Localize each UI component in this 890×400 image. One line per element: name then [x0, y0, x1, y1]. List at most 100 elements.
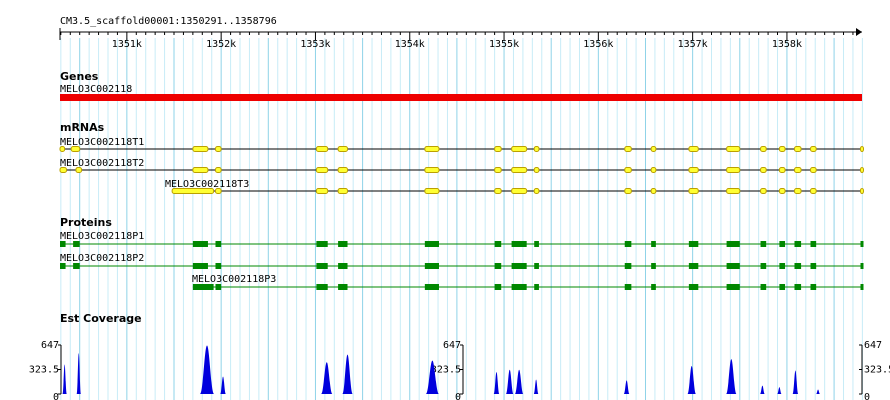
- mrna-exon[interactable]: [624, 146, 632, 152]
- protein-cds-block[interactable]: [760, 241, 767, 247]
- mrna-exon[interactable]: [778, 146, 786, 152]
- protein-cds-block[interactable]: [316, 241, 328, 247]
- protein-cds-block[interactable]: [73, 241, 80, 247]
- protein-cds-block[interactable]: [624, 263, 632, 269]
- mrna-exon[interactable]: [75, 167, 83, 173]
- protein-cds-block[interactable]: [624, 241, 632, 247]
- protein-cds-block[interactable]: [424, 263, 439, 269]
- mrna-exon[interactable]: [533, 146, 540, 152]
- mrna-exon[interactable]: [726, 167, 741, 173]
- mrna-exon[interactable]: [793, 146, 802, 152]
- mrna-exon[interactable]: [624, 167, 632, 173]
- protein-cds-block[interactable]: [651, 241, 656, 247]
- mrna-exon[interactable]: [59, 146, 66, 152]
- protein-cds-block[interactable]: [215, 263, 222, 269]
- protein-cds-block[interactable]: [511, 263, 527, 269]
- mrna-exon[interactable]: [688, 188, 699, 194]
- protein-cds-block[interactable]: [60, 241, 66, 247]
- mrna-exon[interactable]: [760, 146, 767, 152]
- protein-cds-block[interactable]: [624, 284, 632, 290]
- protein-cds-block[interactable]: [316, 263, 328, 269]
- mrna-exon[interactable]: [494, 167, 502, 173]
- protein-cds-block[interactable]: [810, 263, 817, 269]
- protein-cds-block[interactable]: [651, 284, 656, 290]
- mrna-exon[interactable]: [533, 167, 540, 173]
- mrna-exon[interactable]: [688, 146, 699, 152]
- protein-cds-block[interactable]: [779, 284, 786, 290]
- mrna-row[interactable]: MELO3C002118T2: [59, 158, 864, 173]
- protein-cds-block[interactable]: [688, 241, 699, 247]
- mrna-exon[interactable]: [726, 188, 741, 194]
- protein-cds-block[interactable]: [73, 263, 80, 269]
- protein-cds-block[interactable]: [651, 263, 656, 269]
- mrna-exon[interactable]: [337, 146, 349, 152]
- protein-cds-block[interactable]: [511, 284, 527, 290]
- protein-cds-block[interactable]: [860, 263, 864, 269]
- mrna-exon[interactable]: [494, 188, 502, 194]
- mrna-exon[interactable]: [778, 188, 786, 194]
- protein-cds-block[interactable]: [860, 241, 864, 247]
- protein-cds-block[interactable]: [494, 263, 502, 269]
- protein-row[interactable]: MELO3C002118P2: [60, 253, 864, 269]
- mrna-exon[interactable]: [810, 167, 817, 173]
- protein-cds-block[interactable]: [794, 284, 802, 290]
- protein-cds-block[interactable]: [494, 284, 502, 290]
- mrna-exon[interactable]: [859, 167, 864, 173]
- mrna-exon[interactable]: [214, 188, 222, 194]
- mrna-exon[interactable]: [688, 167, 699, 173]
- mrna-exon[interactable]: [650, 167, 657, 173]
- mrna-exon[interactable]: [778, 167, 786, 173]
- protein-cds-block[interactable]: [534, 263, 539, 269]
- mrna-exon[interactable]: [726, 146, 741, 152]
- protein-row[interactable]: MELO3C002118P1: [60, 231, 864, 247]
- protein-cds-block[interactable]: [794, 241, 802, 247]
- protein-cds-block[interactable]: [215, 284, 222, 290]
- mrna-exon[interactable]: [337, 188, 349, 194]
- mrna-exon[interactable]: [793, 188, 802, 194]
- mrna-exon[interactable]: [511, 188, 528, 194]
- protein-cds-block[interactable]: [192, 263, 208, 269]
- protein-cds-block[interactable]: [192, 284, 214, 290]
- protein-cds-block[interactable]: [810, 241, 817, 247]
- protein-cds-block[interactable]: [860, 284, 864, 290]
- mrna-exon[interactable]: [511, 167, 528, 173]
- mrna-exon[interactable]: [192, 146, 209, 152]
- mrna-exon[interactable]: [859, 188, 864, 194]
- mrna-exon[interactable]: [214, 167, 222, 173]
- protein-cds-block[interactable]: [338, 263, 348, 269]
- mrnas-track[interactable]: MELO3C002118T1 MELO3C002118T2 MELO3C002118…: [59, 137, 864, 194]
- mrna-exon[interactable]: [810, 146, 817, 152]
- mrna-exon[interactable]: [810, 188, 817, 194]
- mrna-exon[interactable]: [760, 188, 767, 194]
- mrna-exon[interactable]: [859, 146, 864, 152]
- mrna-exon[interactable]: [214, 146, 222, 152]
- gene-feature-bar[interactable]: [60, 94, 862, 101]
- protein-cds-block[interactable]: [534, 284, 539, 290]
- mrna-exon[interactable]: [793, 167, 802, 173]
- mrna-exon[interactable]: [494, 146, 502, 152]
- mrna-exon[interactable]: [760, 167, 767, 173]
- protein-row[interactable]: MELO3C002118P3: [192, 274, 864, 290]
- protein-cds-block[interactable]: [726, 241, 740, 247]
- mrna-exon[interactable]: [70, 146, 81, 152]
- protein-cds-block[interactable]: [688, 263, 699, 269]
- protein-cds-block[interactable]: [215, 241, 222, 247]
- protein-cds-block[interactable]: [494, 241, 502, 247]
- mrna-exon[interactable]: [424, 188, 440, 194]
- est-coverage-track[interactable]: 647 323.5 0 647 323.5 0 647 323.5 0: [29, 340, 890, 400]
- protein-cds-block[interactable]: [60, 263, 66, 269]
- mrna-exon[interactable]: [59, 167, 68, 173]
- protein-cds-block[interactable]: [424, 241, 439, 247]
- mrna-exon[interactable]: [511, 146, 528, 152]
- protein-cds-block[interactable]: [192, 241, 208, 247]
- mrna-exon[interactable]: [192, 167, 209, 173]
- mrna-row[interactable]: MELO3C002118T1: [59, 137, 864, 152]
- mrna-exon[interactable]: [533, 188, 540, 194]
- mrna-exon[interactable]: [171, 188, 215, 194]
- mrna-exon[interactable]: [650, 146, 657, 152]
- mrna-exon[interactable]: [624, 188, 632, 194]
- mrna-exon[interactable]: [315, 188, 329, 194]
- mrna-exon[interactable]: [337, 167, 349, 173]
- mrna-exon[interactable]: [315, 146, 329, 152]
- protein-cds-block[interactable]: [316, 284, 328, 290]
